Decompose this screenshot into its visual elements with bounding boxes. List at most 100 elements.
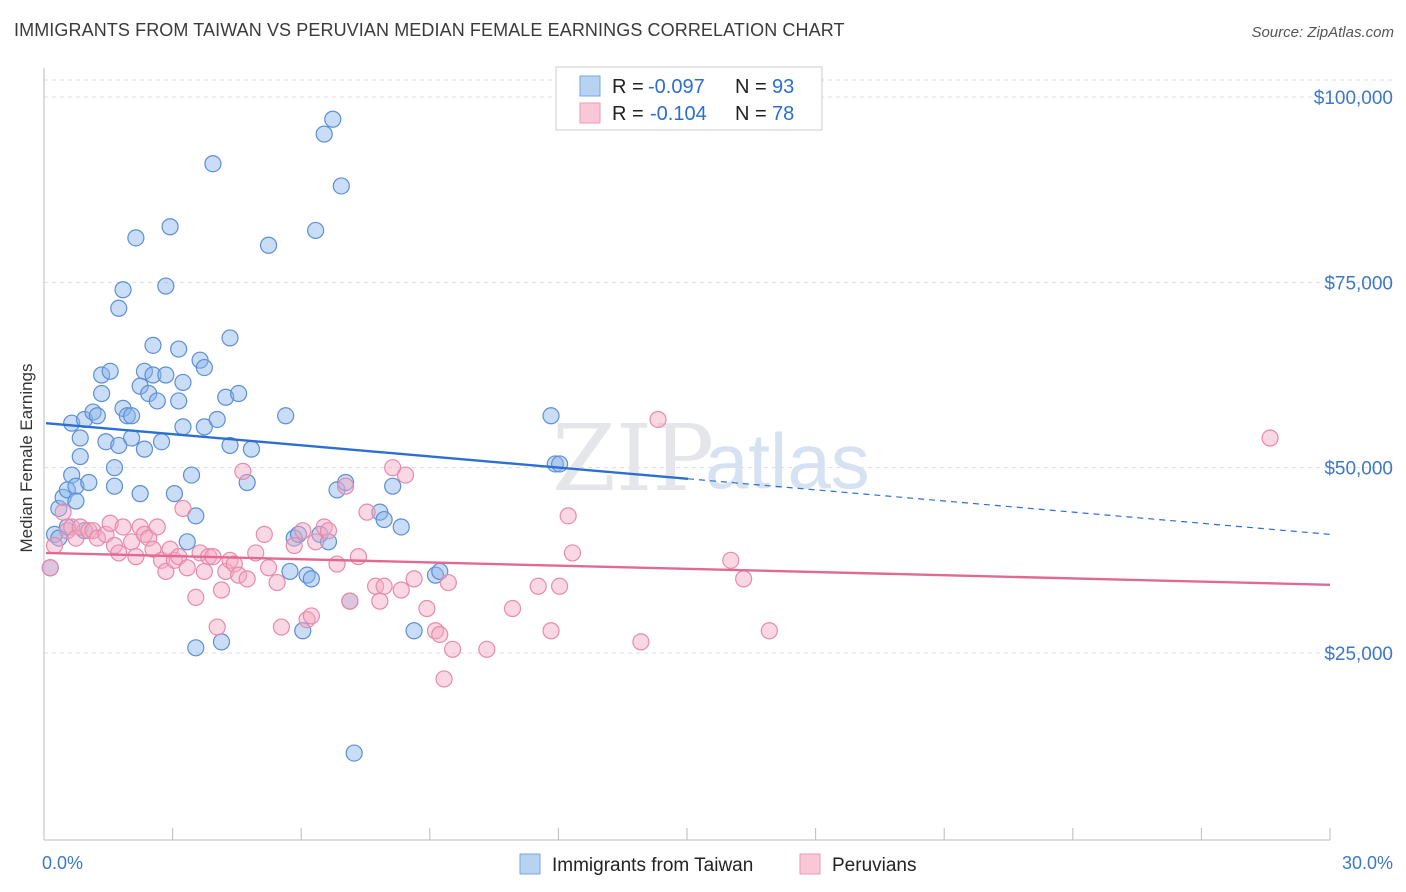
taiwan-point (315, 125, 333, 143)
peruvian-point (559, 507, 577, 525)
series-peruvians (41, 410, 1279, 688)
taiwan-point (332, 177, 350, 195)
taiwan-point (302, 570, 320, 588)
y-tick-label: $75,000 (1324, 273, 1393, 294)
peruvian-point (230, 566, 248, 584)
watermark: ZIP atlas (552, 405, 870, 512)
taiwan-point (170, 340, 188, 358)
taiwan-point (208, 410, 226, 429)
legend-r-value-peruvians: -0.104 (650, 103, 707, 125)
peruvian-point (735, 570, 753, 588)
taiwan-point (259, 236, 278, 254)
taiwan-point (63, 414, 81, 432)
taiwan-point (71, 447, 89, 466)
y-tick-labels: $100,000 $75,000 $50,000 $25,000 (1314, 88, 1393, 665)
taiwan-point (148, 392, 166, 410)
taiwan-point (110, 299, 128, 317)
peruvian-point (268, 573, 286, 592)
series-taiwan (41, 110, 569, 762)
peruvian-point (88, 529, 106, 547)
peruvian-point (238, 570, 256, 588)
taiwan-point (182, 466, 201, 484)
taiwan-point (157, 277, 175, 295)
taiwan-point (337, 473, 355, 492)
taiwan-point (307, 221, 325, 240)
peruvian-point (371, 592, 389, 610)
bottom-legend-swatch-peruvians (799, 853, 821, 875)
peruvian-point (302, 607, 320, 625)
peruvian-point (1261, 429, 1279, 447)
peruvian-point (478, 640, 496, 658)
peruvian-point (384, 459, 402, 477)
peruvian-point (67, 529, 85, 547)
x-tick-label-max: 30.0% (1342, 853, 1393, 873)
y-tick-label: $25,000 (1324, 644, 1393, 665)
taiwan-point (174, 418, 192, 436)
trend-layer (45, 421, 1331, 586)
taiwan-point (80, 473, 98, 492)
taiwan-point (63, 466, 81, 484)
peruvian-point (225, 555, 243, 573)
taiwan-point (131, 485, 149, 503)
peruvian-point (550, 577, 569, 595)
peruvian-point (341, 592, 359, 610)
peruvian-point (319, 522, 338, 540)
taiwan-trend-line (45, 421, 689, 480)
peruvian-point (178, 559, 196, 577)
legend-n-value-peruvians: 78 (772, 103, 794, 125)
peruvian-point (649, 410, 667, 429)
peruvian-point (392, 581, 410, 599)
taiwan-point (174, 373, 192, 392)
watermark-zip: ZIP (552, 405, 714, 512)
peruvian-point (212, 581, 231, 599)
peruvian-point (439, 573, 457, 592)
legend-swatch-taiwan (579, 75, 601, 97)
y-tick-label: $100,000 (1314, 88, 1393, 109)
taiwan-point (118, 407, 136, 425)
taiwan-point (281, 562, 299, 581)
peruvian-point (45, 536, 64, 555)
peruvian-point (337, 477, 355, 495)
taiwan-point (187, 639, 205, 657)
peruvian-point (358, 503, 376, 521)
taiwan-point (230, 384, 248, 403)
legend-r-value-taiwan: -0.097 (648, 76, 705, 98)
y-tick-label: $50,000 (1324, 459, 1393, 480)
peruvian-point (529, 577, 547, 595)
taiwan-point (101, 362, 119, 380)
peruvian-point (431, 625, 449, 644)
taiwan-point (195, 418, 213, 436)
peruvian-point (110, 544, 128, 562)
taiwan-point (178, 533, 196, 551)
watermark-atlas: atlas (705, 417, 870, 505)
taiwan-point (152, 433, 171, 451)
taiwan-point (71, 429, 89, 447)
legend-r-label-taiwan: R = (612, 76, 644, 98)
peruvian-point (272, 618, 290, 636)
peruvian-point (307, 533, 325, 551)
peruvian-point (632, 633, 650, 651)
taiwan-point (187, 507, 205, 525)
peruvian-point (127, 548, 145, 566)
taiwan-point (221, 436, 239, 455)
peruvian-point (503, 599, 522, 618)
taiwan-point (105, 477, 124, 495)
peruvian-point (114, 518, 132, 536)
taiwan-point (195, 358, 213, 377)
taiwan-point (97, 433, 115, 451)
taiwan-point (127, 229, 145, 247)
taiwan-point (542, 407, 560, 425)
taiwan-point (170, 392, 188, 410)
peruvian-point (435, 670, 453, 688)
legend-swatch-peruvians (579, 102, 601, 124)
taiwan-point (123, 407, 141, 425)
peruvian-point (375, 577, 393, 595)
x-tick-labels: 0.0% 30.0% (42, 853, 1393, 873)
taiwan-point (204, 155, 222, 173)
peruvian-point (285, 536, 303, 555)
chart-source: Source: ZipAtlas.com (1251, 24, 1394, 41)
peruvian-point (405, 570, 423, 588)
peruvian-point (174, 499, 192, 518)
peruvian-point (187, 588, 205, 607)
